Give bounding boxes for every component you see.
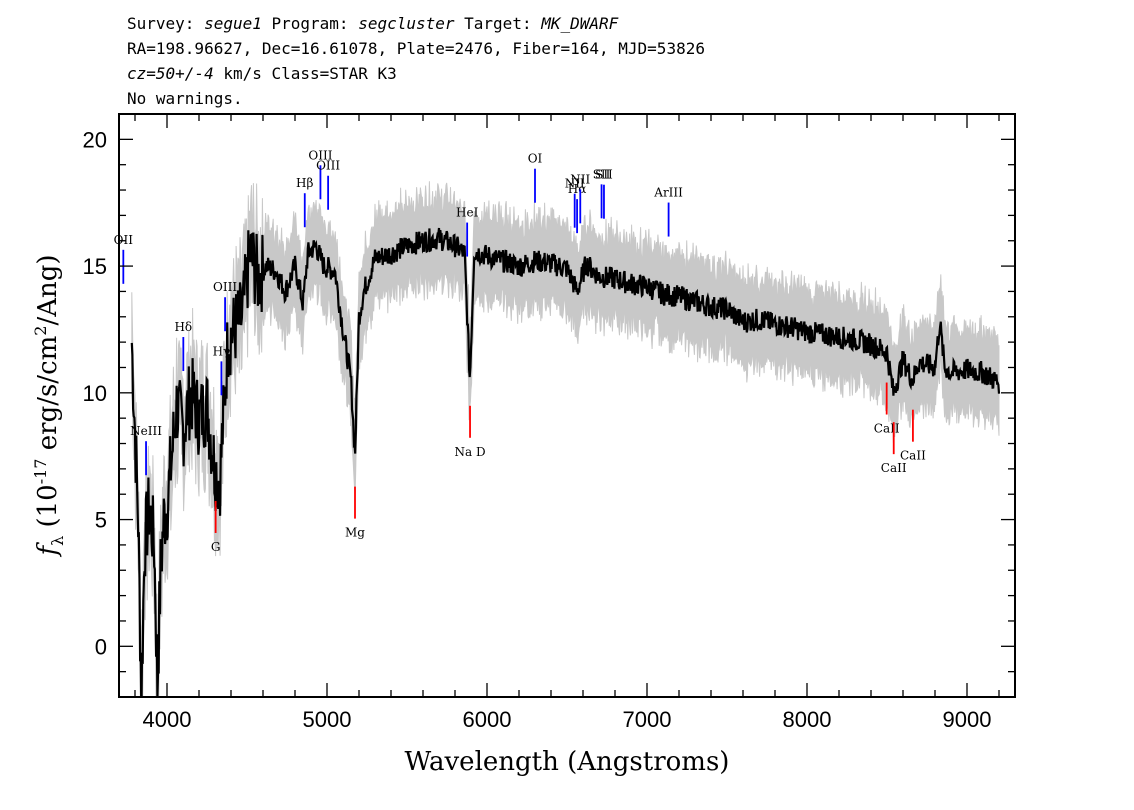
x-tick-label: 7000 xyxy=(623,707,672,732)
emission-line-label: OIII xyxy=(213,280,237,294)
emission-line-label: Hβ xyxy=(296,176,313,190)
emission-line-label: OII xyxy=(114,233,134,247)
emission-line-label: SII xyxy=(595,168,613,182)
x-axis-title: Wavelength (Angstroms) xyxy=(405,747,730,777)
header-line-1: Survey: segue1 Program: segcluster Targe… xyxy=(127,14,618,33)
emission-line-label: ArIII xyxy=(653,186,683,200)
emission-line-label: HeI xyxy=(456,206,479,220)
emission-line-label: OIII xyxy=(308,148,332,162)
target-label: Target: xyxy=(454,14,542,33)
emission-line-label: NII xyxy=(565,177,585,191)
error-band xyxy=(131,181,1000,697)
target-value: MK_DWARF xyxy=(541,14,619,33)
y-tick-label: 15 xyxy=(83,254,107,279)
emission-line-label: OIII xyxy=(316,159,340,173)
y-axis-title-group: fλ (10-17 erg/s/cm2/Ang) xyxy=(31,254,67,557)
emission-line-label: NeIII xyxy=(130,424,162,438)
absorption-line-label: CaII xyxy=(881,461,907,475)
class-text: km/s Class=STAR K3 xyxy=(213,64,397,83)
header-line-4: No warnings. xyxy=(127,89,243,108)
emission-line-label: OI xyxy=(528,152,543,166)
y-tick-label: 20 xyxy=(83,127,107,152)
x-tick-label: 9000 xyxy=(943,707,992,732)
absorption-line-label: CaII xyxy=(874,422,900,436)
absorption-line-label: Na D xyxy=(454,445,485,459)
redshift-value: cz=50+/-4 xyxy=(127,64,214,83)
y-tick-label: 0 xyxy=(95,634,107,659)
emission-line-label: SII xyxy=(593,167,611,181)
x-tick-label: 6000 xyxy=(463,707,512,732)
y-tick-label: 5 xyxy=(95,508,107,533)
emission-line-label: Hδ xyxy=(174,320,192,334)
survey-label: Survey: xyxy=(127,14,205,33)
x-tick-label: 8000 xyxy=(783,707,832,732)
emission-line-label: Hα xyxy=(568,182,587,196)
plot-frame xyxy=(118,113,1016,698)
y-tick-label: 10 xyxy=(83,381,107,406)
flux-series-line xyxy=(130,227,1001,697)
x-tick-label: 5000 xyxy=(303,707,352,732)
survey-value: segue1 xyxy=(204,14,262,33)
header-line-2: RA=198.96627, Dec=16.61078, Plate=2476, … xyxy=(127,39,705,58)
y-axis-title: fλ (10-17 erg/s/cm2/Ang) xyxy=(31,254,67,557)
flux-layer xyxy=(130,227,1001,697)
x-tick-label: 4000 xyxy=(143,707,192,732)
absorption-line-label: G xyxy=(211,540,221,554)
absorption-line-label: CaII xyxy=(900,449,926,463)
header-line-3: cz=50+/-4 km/s Class=STAR K3 xyxy=(127,64,397,83)
emission-line-label: Hγ xyxy=(213,344,231,358)
emission-line-label: NII xyxy=(570,172,590,186)
absorption-line-label: Mg xyxy=(345,526,365,540)
error-band-layer xyxy=(131,181,1000,697)
program-value: segcluster xyxy=(358,14,455,33)
program-label: Program: xyxy=(261,14,359,33)
axis-ticks: 4000 5000 6000 7000 8000 9000 0 5 10 15 20 xyxy=(83,113,1015,732)
